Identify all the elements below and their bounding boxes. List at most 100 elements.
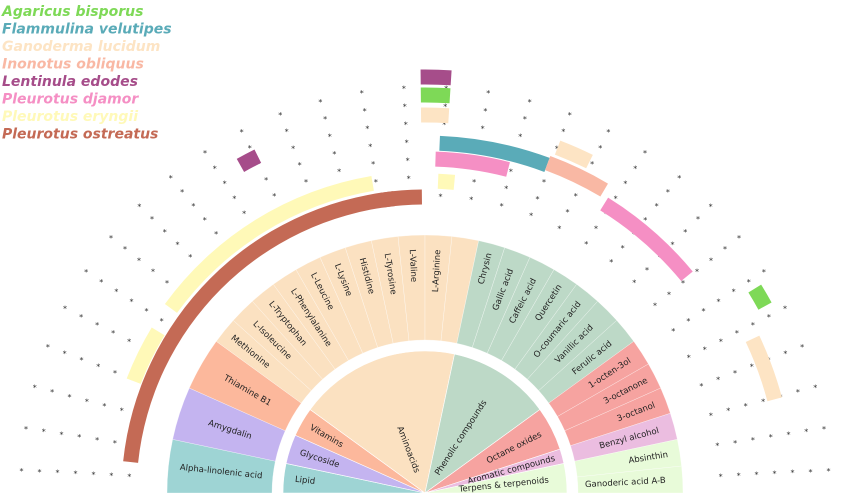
category-slice-aminoacids [309,350,455,494]
significance-star-118: * [486,89,490,98]
significance-star-100: * [406,156,410,165]
significance-star-127: * [536,195,540,204]
significance-star-155: * [645,266,649,275]
significance-star-184: * [733,369,737,378]
legend-item-pleurotus-eryngii: Pleurotus eryngii [2,109,138,125]
significance-star-138: * [598,144,602,153]
significance-star-142: * [604,210,608,219]
significance-star-161: * [653,302,657,311]
significance-star-47: * [123,245,127,254]
significance-star-168: * [671,327,675,336]
significance-star-53: * [163,228,167,237]
significance-star-11: * [60,430,64,439]
legend: Agaricus bisporus Flammulina velutipesGan… [1,4,172,143]
significance-star-37: * [145,307,149,316]
compound-label-l-valine: L-Valine [407,249,419,282]
significance-star-76: * [240,128,244,137]
significance-star-20: * [33,383,37,392]
significance-star-207: * [790,469,794,478]
significance-star-81: * [291,144,295,153]
significance-star-10: * [77,433,81,442]
significance-star-95: * [365,125,369,134]
presence-band-pleurotus-eryngii-10 [437,173,456,190]
significance-star-208: * [808,468,812,477]
presence-band-pleurotus-eryngii-2 [164,176,374,313]
significance-star-173: * [747,278,751,287]
significance-star-36: * [160,317,164,326]
significance-star-19: * [50,388,54,397]
significance-star-3: * [73,470,77,479]
presence-band-inonotus-obliquus-12 [545,156,609,197]
significance-star-94: * [368,142,372,151]
significance-star-55: * [137,202,141,211]
significance-star-8: * [113,439,117,448]
significance-star-137: * [590,160,594,169]
significance-star-171: * [717,297,721,306]
significance-star-169: * [686,317,690,326]
significance-star-128: * [542,178,546,187]
significance-star-82: * [285,128,289,137]
significance-star-92: * [374,178,378,187]
significance-star-134: * [566,208,570,217]
significance-star-58: * [214,230,218,239]
significance-star-16: * [102,402,106,411]
significance-star-160: * [709,202,713,211]
significance-star-166: * [723,245,727,254]
significance-star-130: * [555,144,559,153]
significance-star-153: * [677,174,681,183]
significance-star-117: * [483,107,487,116]
significance-star-66: * [232,194,236,203]
significance-star-113: * [472,178,476,187]
significance-star-187: * [783,350,787,359]
significance-star-197: * [733,439,737,448]
significance-star-79: * [304,178,308,187]
significance-star-23: * [113,369,117,378]
significance-star-112: * [469,196,473,205]
significance-star-178: * [735,329,739,338]
significance-star-198: * [751,436,755,445]
legend-item-pleurotus-ostreatus: Pleurotus ostreatus [2,127,158,143]
significance-star-201: * [804,428,808,437]
significance-star-52: * [176,241,180,250]
significance-star-159: * [696,215,700,224]
significance-star-18: * [68,393,72,402]
significance-star-185: * [750,363,754,372]
significance-star-165: * [709,256,713,265]
significance-star-83: * [278,111,282,120]
significance-star-26: * [63,350,67,359]
significance-star-163: * [681,279,685,288]
significance-star-120: * [504,185,508,194]
significance-star-45: * [151,268,155,277]
significance-star-126: * [529,212,533,221]
significance-star-61: * [180,188,184,197]
significance-star-164: * [695,268,699,277]
significance-star-110: * [443,103,447,112]
significance-star-170: * [701,307,705,316]
significance-star-93: * [371,160,375,169]
significance-star-39: * [114,288,118,297]
significance-star-40: * [99,278,103,287]
significance-star-67: * [223,179,227,188]
significance-star-31: * [111,329,115,338]
significance-star-124: * [523,115,527,124]
significance-star-4: * [56,469,60,478]
presence-band-ganoderma-lucidum-11 [554,140,593,169]
compound-label-ganoderic-acid-a-b: Ganoderic acid A-B [585,476,666,490]
significance-star-148: * [621,244,625,253]
significance-star-17: * [85,397,89,406]
significance-star-202: * [822,425,826,434]
significance-star-89: * [323,115,327,124]
significance-star-189: * [709,411,713,420]
significance-star-44: * [165,279,169,288]
significance-star-0: * [127,473,131,482]
significance-star-140: * [584,240,588,249]
presence-band-lentinula-edodes-5 [420,69,452,86]
significance-star-177: * [719,337,723,346]
significance-star-188: * [800,343,804,352]
presence-band-pleurotus-djamor-13 [600,197,693,282]
significance-star-1: * [109,472,113,481]
significance-star-2: * [91,471,95,480]
